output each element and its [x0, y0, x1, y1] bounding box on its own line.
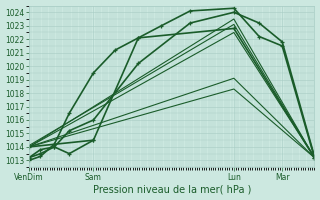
X-axis label: Pression niveau de la mer( hPa ): Pression niveau de la mer( hPa ) — [92, 184, 251, 194]
